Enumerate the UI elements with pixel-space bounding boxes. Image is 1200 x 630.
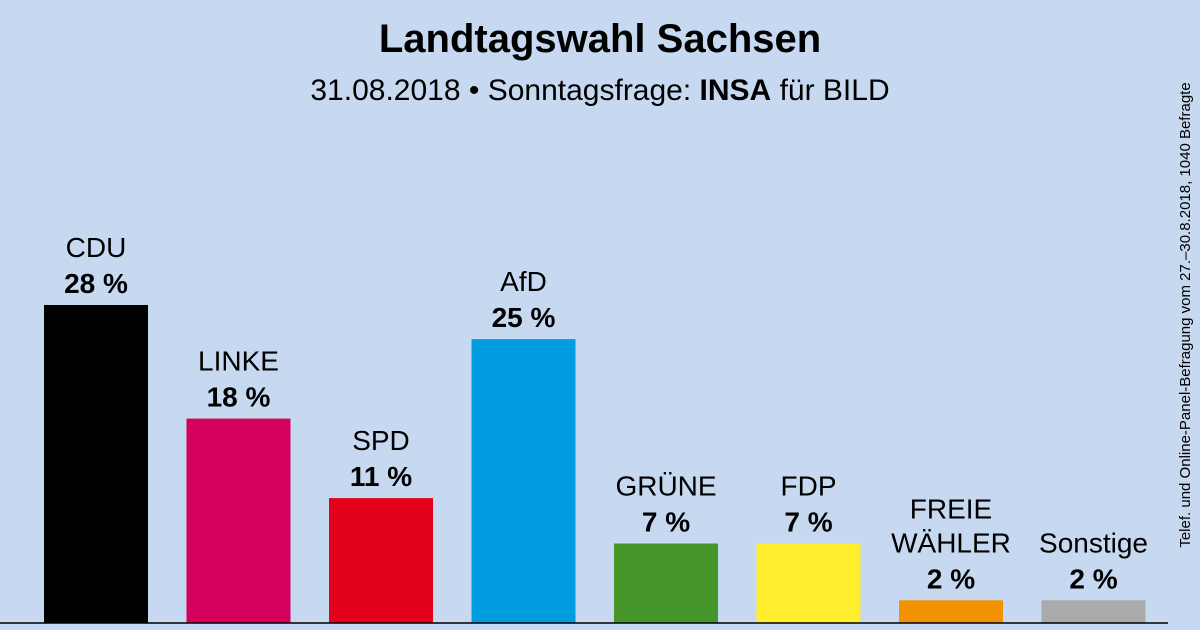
category-label-sonstige: Sonstige (1039, 527, 1148, 558)
category-label-fdp: FDP (781, 471, 837, 502)
subtitle-date: 31.08.2018 (310, 74, 460, 107)
value-label-afd: 25 % (492, 302, 556, 333)
source-note: Telef. und Online-Panel-Befragung vom 27… (1177, 82, 1194, 547)
subtitle-separator: • (461, 74, 488, 107)
bar-spd (329, 498, 433, 623)
subtitle-institute: INSA (700, 74, 772, 107)
chart-title: Landtagswahl Sachsen (379, 17, 821, 61)
value-label-cdu: 28 % (64, 268, 128, 299)
category-label-spd: SPD (352, 425, 410, 456)
bar-grüne (614, 543, 718, 623)
value-label-fdp: 7 % (784, 507, 832, 538)
value-label-sonstige: 2 % (1069, 563, 1117, 594)
subtitle-suffix: für BILD (771, 74, 889, 107)
value-label-spd: 11 % (350, 461, 412, 492)
bar-linke (186, 418, 291, 623)
chart-subtitle: 31.08.2018 • Sonntagsfrage: INSA für BIL… (310, 74, 889, 107)
subtitle-prefix: Sonntagsfrage: (488, 74, 700, 107)
value-label-grüne: 7 % (642, 507, 690, 538)
category-label-grüne: GRÜNE (615, 471, 716, 502)
category-label-afd: AfD (500, 266, 547, 297)
category-label-cdu: CDU (66, 232, 127, 263)
bars-group: 28 % CDU 18 % LINKE 11 % SPD 25 % AfD 7 % GRÜNE 7 … (44, 232, 1148, 623)
category-label-freie-wähler-line-2: WÄHLER (891, 527, 1011, 558)
value-label-linke: 18 % (207, 382, 271, 413)
category-label-freie-wähler-line-1: FREIE (910, 493, 992, 524)
category-label-linke: LINKE (198, 346, 279, 377)
bar-afd (471, 339, 576, 623)
value-label-freie-wähler: 2 % (927, 563, 975, 594)
bar-sonstige (1041, 600, 1146, 623)
bar-fdp (756, 543, 861, 623)
bar-cdu (44, 305, 148, 623)
bar-freie-wähler (899, 600, 1003, 623)
